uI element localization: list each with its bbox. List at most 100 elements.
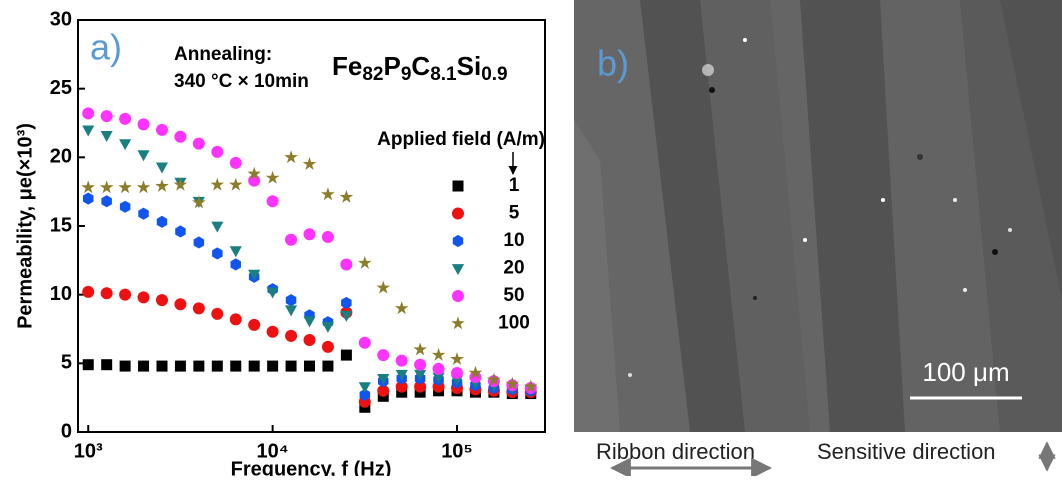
y-tick-label: 0: [61, 420, 72, 442]
point: [193, 236, 205, 249]
point: [303, 316, 316, 328]
point: [211, 360, 223, 372]
point: [156, 360, 168, 372]
point: [358, 336, 371, 349]
y-axis-label: Permeability, μe(×10³): [14, 123, 36, 329]
legend-label: 50: [503, 285, 524, 306]
point: [377, 374, 390, 385]
x-tick-label: 10⁵: [441, 440, 473, 462]
point: [432, 372, 445, 384]
formula: Fe82P9C8.1Si0.9: [332, 51, 508, 85]
y-tick-label: 15: [50, 214, 72, 236]
point: [358, 382, 371, 394]
annotation: Annealing:: [174, 44, 272, 65]
point: [173, 177, 188, 191]
point: [137, 150, 150, 162]
point: [155, 162, 168, 174]
caption: Sensitive direction: [817, 439, 996, 464]
y-tick-label: 20: [50, 146, 72, 168]
legend-label: 1: [509, 175, 520, 196]
point: [82, 125, 95, 137]
point: [82, 285, 95, 298]
point: [174, 130, 187, 143]
legend-label: 20: [503, 258, 524, 279]
point: [266, 325, 279, 338]
point: [468, 365, 483, 379]
point: [413, 342, 427, 356]
point: [211, 221, 224, 233]
point: [138, 360, 150, 372]
point: [267, 360, 279, 372]
point: [100, 287, 113, 300]
point: [101, 359, 113, 371]
point: [321, 340, 334, 353]
legend-marker: [452, 180, 464, 192]
point: [118, 180, 132, 194]
point: [340, 310, 353, 322]
point: [450, 352, 464, 365]
point: [322, 360, 334, 372]
point: [229, 177, 243, 191]
point: [174, 298, 187, 311]
point: [136, 180, 151, 194]
point: [285, 294, 297, 307]
point: [303, 228, 316, 241]
point: [99, 180, 114, 194]
point: [119, 139, 132, 151]
point: [229, 246, 242, 258]
point: [138, 207, 149, 220]
legend-title: Applied field (A/m): [377, 129, 545, 150]
point: [432, 362, 445, 375]
legend-label: 10: [503, 230, 524, 251]
point: [266, 195, 279, 208]
point: [285, 305, 298, 317]
point: [451, 375, 464, 387]
point: [394, 301, 409, 315]
point: [302, 157, 317, 170]
point: [266, 287, 279, 299]
legend-label: 5: [509, 203, 520, 224]
point: [395, 380, 408, 393]
point: [81, 180, 95, 194]
scale-bar-label: 100 μm: [922, 357, 1009, 387]
point: [414, 380, 427, 393]
panel-label: b): [597, 43, 629, 84]
point: [230, 258, 241, 271]
point: [83, 192, 94, 205]
point: [155, 294, 168, 307]
x-tick-label: 10⁴: [257, 440, 289, 462]
y-tick-label: 30: [50, 8, 72, 30]
point: [359, 388, 371, 401]
point: [321, 187, 335, 201]
point: [155, 179, 169, 192]
legend-marker: [451, 316, 465, 330]
micrograph: [574, 0, 1062, 432]
point: [192, 302, 205, 315]
point: [358, 255, 372, 269]
y-tick-label: 10: [50, 283, 72, 305]
point: [155, 123, 168, 136]
point: [210, 177, 225, 191]
point: [212, 247, 223, 260]
panel-label: a): [90, 27, 122, 68]
point: [119, 360, 131, 372]
point: [193, 360, 205, 372]
point: [119, 200, 131, 213]
point: [156, 215, 168, 228]
point: [100, 110, 113, 123]
point: [341, 296, 352, 309]
point: [211, 307, 224, 320]
point: [175, 225, 186, 238]
point: [192, 137, 205, 150]
point: [285, 360, 297, 372]
legend-marker: [452, 290, 464, 302]
point: [303, 333, 316, 346]
point: [119, 112, 132, 125]
point: [340, 349, 352, 361]
point: [321, 321, 334, 333]
point: [377, 384, 390, 397]
point: [119, 288, 132, 301]
point: [248, 318, 261, 331]
